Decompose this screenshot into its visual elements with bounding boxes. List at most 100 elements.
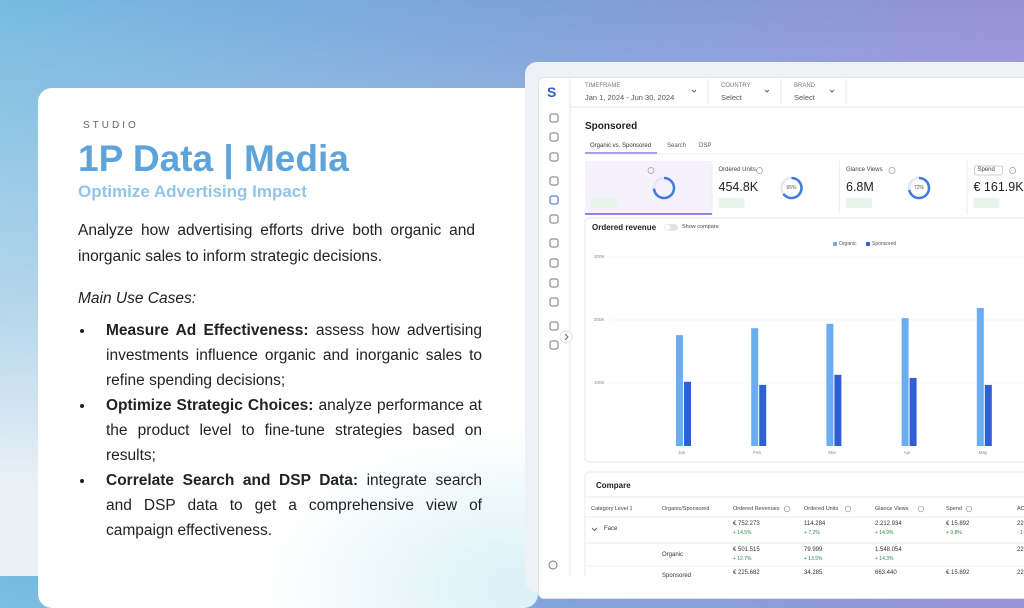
info-icon <box>756 167 763 174</box>
sidebar-icon <box>549 214 559 224</box>
filter-value: Jan 1, 2024 - Jun 30, 2024 <box>585 93 675 102</box>
section-title: Sponsored <box>585 121 638 132</box>
subtitle: Optimize Advertising Impact <box>78 182 307 201</box>
cell-value: € 15.892 <box>946 521 970 527</box>
tab: Organic vs. Sponsored <box>590 143 652 149</box>
use-case-text: integrate search and DSP data to get a c… <box>106 472 483 539</box>
info-icon <box>783 505 791 513</box>
kpi-value: 454.8K <box>718 180 759 194</box>
info-icon <box>965 505 973 513</box>
filter-chevron <box>764 89 770 93</box>
column-header: Organic/Sponsored <box>662 506 710 512</box>
legend-label: Sponsored <box>872 241 897 247</box>
tab: Search <box>667 143 687 149</box>
filter-chevron <box>691 89 697 93</box>
bar <box>759 384 767 446</box>
x-tick-label: May <box>978 450 988 455</box>
use-case-text: assess how advertising investments influ… <box>106 322 482 389</box>
filter-label: COUNTRY <box>721 83 751 89</box>
bar <box>976 308 984 446</box>
cell-change: + 14.9% <box>875 530 894 536</box>
chart-card <box>584 217 1024 463</box>
compare-title: Compare <box>596 481 631 490</box>
sidebar-icon <box>549 176 559 186</box>
sidebar-icon <box>549 113 559 123</box>
use-case: Correlate Search and DSP Data: integrate… <box>78 468 482 543</box>
gauge-label: 65% <box>786 185 797 191</box>
kpi-value: 6.8M <box>846 180 874 194</box>
cell-change: + 13.5% <box>804 556 823 562</box>
info-icon <box>647 167 655 174</box>
x-tick-label: Mar <box>828 450 837 455</box>
row-type: Organic <box>662 552 684 558</box>
change-badge <box>846 198 872 208</box>
tab: DSP <box>699 143 712 149</box>
logo: S <box>547 84 557 100</box>
spend-select <box>974 165 1003 176</box>
sidebar-icon <box>549 195 559 205</box>
bar <box>901 318 909 446</box>
bar <box>676 335 683 446</box>
filter-value: Select <box>721 93 742 102</box>
bar <box>826 323 834 446</box>
sidebar-icon <box>549 278 559 288</box>
cell-value: € 225.682 <box>733 570 760 576</box>
legend-label: Organic <box>839 241 857 247</box>
cell-change: + 14.5% <box>733 530 752 536</box>
row-category: Face <box>604 526 618 532</box>
change-badge <box>718 198 745 208</box>
cell-value: 22 <box>1017 521 1024 527</box>
sidebar-icon <box>549 258 559 268</box>
cell-change: + 12.7% <box>733 556 752 562</box>
info-icon <box>844 505 852 513</box>
cell-value: 22 <box>1017 547 1024 553</box>
info-icon <box>917 505 925 513</box>
filter-value: Select <box>794 93 815 102</box>
compare-card <box>584 471 1024 576</box>
y-tick-label: 200K <box>594 317 605 322</box>
cell-value: 1.548.054 <box>875 547 902 553</box>
kpi-label: Glance Views <box>846 167 883 173</box>
toggle-knob <box>664 224 671 231</box>
collapse-chevron <box>564 333 569 341</box>
column-header: Ordered Revenues <box>733 506 780 512</box>
sidebar-icon <box>549 340 559 350</box>
legend-swatch <box>866 242 870 246</box>
cell-value: 2.212.934 <box>875 521 902 527</box>
change-badge <box>973 198 1000 208</box>
use-cases: Measure Ad Effectiveness: assess how adv… <box>78 318 482 543</box>
marks-layer <box>548 78 1024 576</box>
kpi-value: € 161.9K <box>973 180 1024 194</box>
gauge-arc <box>782 176 803 200</box>
use-case: Measure Ad Effectiveness: assess how adv… <box>78 318 482 393</box>
cell-change: + 7.2% <box>804 530 820 536</box>
collapse-button[interactable] <box>559 330 573 344</box>
gauge-arc <box>907 176 931 200</box>
filter-label: BRAND <box>794 83 816 89</box>
sidebar-icon <box>549 297 559 307</box>
use-case-title: Optimize Strategic Choices: <box>106 397 314 414</box>
cell-value: € 752.273 <box>733 521 760 527</box>
gauge-label: 72% <box>914 185 925 191</box>
sidebar-icon <box>549 152 559 162</box>
use-case: Optimize Strategic Choices: analyze perf… <box>78 393 482 468</box>
toggle-label: Show compare <box>682 224 719 230</box>
cell-value: € 15.892 <box>946 570 970 576</box>
sidebar-icon <box>549 238 559 248</box>
help-icon <box>548 560 558 570</box>
change-badge <box>591 198 617 208</box>
info-icon <box>888 167 896 174</box>
use-cases-heading: Main Use Cases: <box>78 290 197 307</box>
intro-card <box>38 88 538 608</box>
column-header: Glance Views <box>875 506 909 512</box>
column-header: Category Level 1 <box>591 506 633 512</box>
x-tick-label: Feb <box>753 450 761 455</box>
filter-label: TIMEFRAME <box>585 83 621 89</box>
row-chevron[interactable] <box>591 527 598 532</box>
cell-value: 114.284 <box>804 521 826 527</box>
info-icon <box>1009 167 1016 174</box>
y-tick-label: 100K <box>594 380 605 385</box>
column-header: Spend <box>946 506 962 512</box>
cell-change: + 14.3% <box>875 556 894 562</box>
